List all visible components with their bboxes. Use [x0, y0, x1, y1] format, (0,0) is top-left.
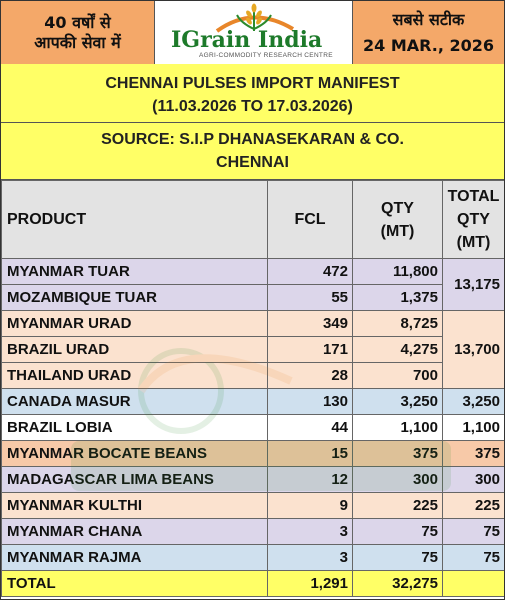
logo-subtitle: AGRI-COMMODITY RESEARCH CENTRE	[199, 52, 333, 59]
total-qty-value: 300	[442, 466, 504, 493]
qty-value: 75	[352, 544, 443, 571]
table-row: MYANMAR BOCATE BEANS 15 375 375	[1, 440, 504, 467]
fcl-value: 12	[267, 466, 353, 493]
table-row: THAILAND URAD 28 700	[1, 362, 505, 389]
total-qty-value: 13,175	[442, 258, 504, 311]
col-qty: QTY (MT)	[352, 180, 443, 259]
table-row: MYANMAR URAD 349 8,725 13,700	[1, 310, 504, 389]
total-qty-value: 1,100	[442, 414, 504, 441]
total-qty: 32,275	[352, 570, 443, 597]
total-qty-value: 3,250	[442, 388, 504, 415]
total-row: TOTAL 1,291 32,275	[1, 570, 504, 597]
table-row: MYANMAR CHANA 3 75 75	[1, 518, 504, 545]
total-qty-value: 225	[442, 492, 504, 519]
qty-value: 225	[352, 492, 443, 519]
qty-value: 11,800	[352, 258, 443, 285]
col-product: PRODUCT	[1, 180, 268, 259]
table-row: BRAZIL LOBIA 44 1,100 1,100	[1, 414, 504, 441]
fcl-value: 44	[267, 414, 353, 441]
product-name: MYANMAR URAD	[1, 310, 268, 337]
fcl-value: 15	[267, 440, 353, 467]
date-box: सबसे सटीक 24 MAR., 2026	[353, 1, 504, 64]
qty-value: 300	[352, 466, 443, 493]
product-name: MOZAMBIQUE TUAR	[1, 284, 268, 311]
table-row: MYANMAR RAJMA 3 75 75	[1, 544, 504, 571]
table-row: MOZAMBIQUE TUAR 55 1,375	[1, 284, 505, 311]
fcl-value: 349	[267, 310, 353, 337]
qty-value: 75	[352, 518, 443, 545]
manifest-table: PRODUCT FCL QTY (MT) TOTAL QTY (MT) MYAN…	[1, 180, 505, 597]
table-header-row: PRODUCT FCL QTY (MT) TOTAL QTY (MT)	[1, 180, 504, 259]
col-total-qty: TOTAL QTY (MT)	[442, 180, 504, 259]
table-row: CANADA MASUR 130 3,250 3,250	[1, 388, 504, 415]
qty-value: 1,100	[352, 414, 443, 441]
fcl-value: 55	[267, 284, 353, 311]
report-period: (11.03.2026 TO 17.03.2026)	[152, 98, 353, 115]
header-banner: 40 वर्षों से आपकी सेवा में IGr	[1, 1, 504, 64]
tagline-line1: 40 वर्षों से	[44, 12, 111, 32]
logo-text: IGrain India	[171, 27, 323, 53]
total-label: TOTAL	[1, 570, 268, 597]
product-name: MADAGASCAR LIMA BEANS	[1, 466, 268, 493]
product-name: BRAZIL URAD	[1, 336, 268, 363]
logo: IGrain India AGRI-COMMODITY RESEARCH CEN…	[155, 1, 353, 64]
source-city: CHENNAI	[216, 154, 289, 171]
accuracy-tagline: सबसे सटीक	[392, 9, 465, 29]
report-date: 24 MAR., 2026	[362, 35, 494, 55]
source-block: SOURCE: S.I.P DHANASEKARAN & CO. CHENNAI	[1, 123, 504, 180]
product-name: MYANMAR KULTHI	[1, 492, 268, 519]
table-row: MADAGASCAR LIMA BEANS 12 300 300	[1, 466, 504, 493]
fcl-value: 3	[267, 544, 353, 571]
title-block: CHENNAI PULSES IMPORT MANIFEST (11.03.20…	[1, 64, 504, 123]
product-name: BRAZIL LOBIA	[1, 414, 268, 441]
logo-box: IGrain India AGRI-COMMODITY RESEARCH CEN…	[155, 1, 353, 64]
qty-value: 700	[352, 362, 443, 389]
qty-value: 1,375	[352, 284, 443, 311]
total-fcl: 1,291	[267, 570, 353, 597]
tagline-line2: आपकी सेवा में	[34, 32, 121, 52]
fcl-value: 3	[267, 518, 353, 545]
product-name: THAILAND URAD	[1, 362, 268, 389]
table-row: MYANMAR KULTHI 9 225 225	[1, 492, 504, 519]
product-name: MYANMAR CHANA	[1, 518, 268, 545]
tagline-box: 40 वर्षों से आपकी सेवा में	[1, 1, 155, 64]
fcl-value: 472	[267, 258, 353, 285]
product-name: MYANMAR BOCATE BEANS	[1, 440, 268, 467]
table-row: BRAZIL URAD 171 4,275	[1, 336, 505, 363]
total-qty-value: 75	[442, 518, 504, 545]
fcl-value: 171	[267, 336, 353, 363]
report-title: CHENNAI PULSES IMPORT MANIFEST	[105, 75, 400, 92]
total-qty-value: 75	[442, 544, 504, 571]
qty-value: 375	[352, 440, 443, 467]
fcl-value: 130	[267, 388, 353, 415]
grain-leaf-icon	[215, 3, 295, 33]
qty-value: 3,250	[352, 388, 443, 415]
col-fcl: FCL	[267, 180, 353, 259]
total-qty-value: 13,700	[442, 310, 504, 389]
product-name: MYANMAR TUAR	[1, 258, 268, 285]
product-name: CANADA MASUR	[1, 388, 268, 415]
fcl-value: 9	[267, 492, 353, 519]
qty-value: 4,275	[352, 336, 443, 363]
fcl-value: 28	[267, 362, 353, 389]
qty-value: 8,725	[352, 310, 443, 337]
total-qty-value: 375	[442, 440, 504, 467]
source-name: SOURCE: S.I.P DHANASEKARAN & CO.	[101, 131, 404, 148]
table-row: MYANMAR TUAR 472 11,800 13,175	[1, 258, 504, 311]
product-name: MYANMAR RAJMA	[1, 544, 268, 571]
total-empty-cell	[442, 570, 504, 597]
